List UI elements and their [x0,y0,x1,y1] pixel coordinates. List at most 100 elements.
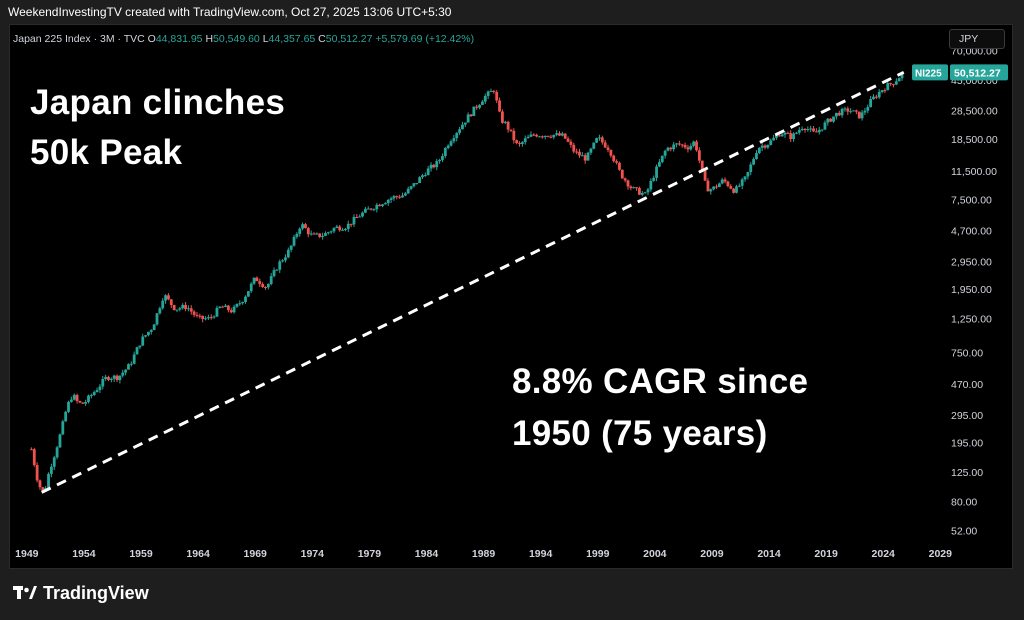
candle-body [792,133,795,140]
candle-body [64,411,68,422]
candle-body [603,142,607,148]
candle-body [329,231,333,233]
candle-body [658,162,661,167]
candle-body [683,144,687,148]
candle-body [335,226,339,228]
candle-body [840,108,844,116]
candle-body [723,179,727,182]
candle-body [235,303,239,307]
y-tick-label: 80.00 [951,497,977,509]
candle-body [538,136,541,138]
candle-body [49,466,53,474]
cagr-line-2: 1950 (75 years) [512,414,768,453]
candle-body [783,132,787,135]
candle-body [609,149,613,156]
candle-body [286,249,290,258]
close-label: C [318,33,326,45]
currency-button[interactable]: JPY [949,29,1005,49]
candle-body [87,395,90,402]
y-tick-label: 470.00 [951,379,983,391]
candle-body [572,144,576,152]
x-tick-label: 1954 [72,548,96,560]
candle-body [441,156,444,160]
candle-body [860,112,864,119]
candle-body [187,308,190,310]
cagr-line-1: 8.8% CAGR since [512,362,809,401]
symbol-title[interactable]: Japan 225 Index · 3M · TVC [13,33,145,45]
candle-body [344,228,347,230]
candle-body [800,128,804,131]
candle-body [164,295,167,301]
price-chart[interactable]: 70,000.0045,000.0028,500.0018,500.0011,5… [0,0,1024,569]
candle-body [866,107,870,111]
candle-body [834,112,838,117]
snapshot-caption: WeekendInvestingTV created with TradingV… [8,5,452,19]
candle-body [249,283,253,292]
candle-body [32,449,36,466]
candle-body [854,110,858,112]
candle-body [415,182,419,184]
time-axis[interactable]: 1949 1954 1959 1964 1969 1974 1979 1984 1989 1994… [15,548,952,560]
candle-body [326,232,330,234]
candle-body [652,177,656,181]
candle-body [261,284,265,287]
candle-body [549,136,553,138]
candle-body [837,112,841,116]
candle-body [209,317,213,319]
candle-body [127,364,130,370]
candle-body [486,91,490,96]
price-tags: NI225 50,512.27 [912,64,1008,81]
candle-body [366,208,370,210]
candle-body [292,236,296,246]
candle-body [506,121,510,130]
candle-body [109,378,113,380]
candle-body [649,180,653,190]
candle-body [552,134,556,138]
candle-body [218,306,222,308]
candle-body [189,308,193,312]
candle-body [449,141,453,146]
candle-body [686,147,690,150]
x-tick-label: 1984 [415,548,439,560]
candle-body [306,228,310,235]
candle-body [35,465,39,481]
candle-body [455,132,459,139]
x-tick-label: 1994 [529,548,553,560]
candle-body [269,276,273,285]
candle-body [226,305,230,311]
candle-body [586,152,590,161]
y-tick-label: 28,500.00 [951,105,998,117]
candle-body [309,233,313,235]
x-tick-label: 2004 [643,548,667,560]
candle-body [426,168,430,176]
candle-body [469,114,473,117]
candle-body [192,311,196,315]
candle-body [112,375,116,379]
candle-body [167,295,170,300]
candle-body [509,129,513,131]
candle-body [638,188,641,195]
candle-body [669,147,673,150]
candle-body [857,111,861,119]
candle-body [172,305,176,310]
price-axis[interactable]: 70,000.0045,000.0028,500.0018,500.0011,5… [951,46,998,538]
candle-body [238,303,242,305]
candle-body [258,281,262,285]
candle-body [118,375,122,381]
candle-body [894,81,898,85]
low-label: L [262,33,269,45]
candle-body [461,124,464,130]
candle-body [475,106,479,108]
candle-body [212,316,216,318]
candle-body [241,301,245,304]
candle-body [458,129,461,133]
candle-body [746,172,750,177]
candle-body [760,145,764,148]
candle-body [463,122,467,125]
candle-body [812,128,815,132]
candle-body [275,269,279,271]
candle-body [138,345,142,348]
candle-body [532,134,536,136]
candle-body [772,137,775,141]
candle-body [215,307,219,317]
